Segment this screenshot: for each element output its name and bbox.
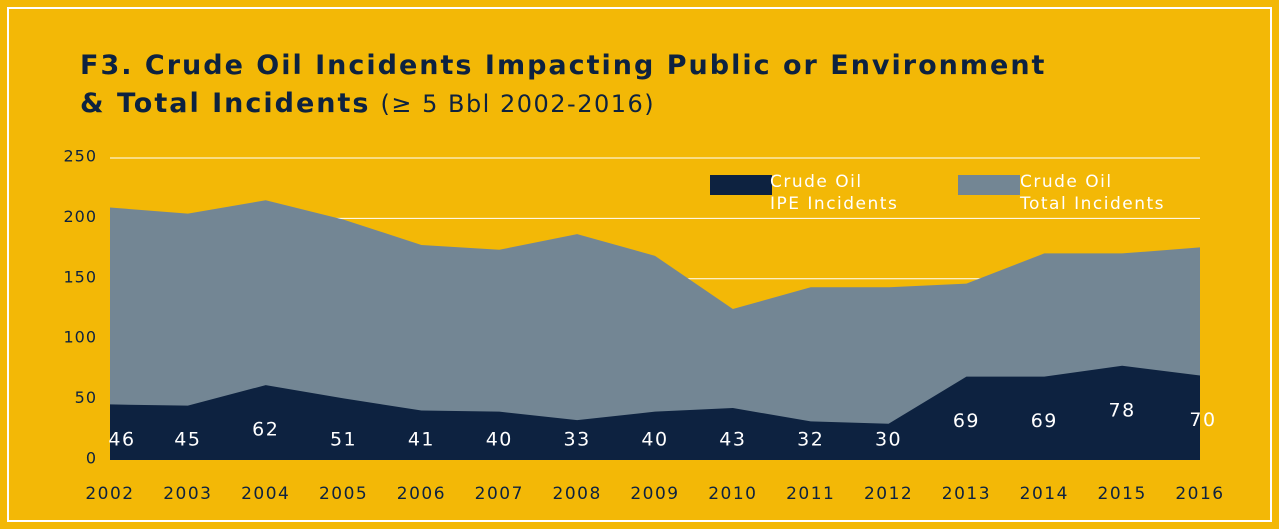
x-tick-label: 2015 [1098,484,1147,504]
y-tick-label: 200 [63,207,97,226]
x-tick-label: 2008 [553,484,602,504]
x-tick-label: 2013 [942,484,991,504]
data-label: 40 [641,429,668,451]
x-tick-label: 2011 [786,484,835,504]
x-tick-label: 2007 [475,484,524,504]
frame [7,7,1272,522]
x-tick-label: 2014 [1020,484,1069,504]
data-label: 69 [1031,410,1058,432]
x-tick-label: 2002 [85,484,134,504]
y-tick-label: 100 [63,328,97,347]
data-label: 45 [174,429,201,451]
x-tick-label: 2003 [163,484,212,504]
legend-label: Crude Oil IPE Incidents [770,172,899,214]
data-label: 41 [408,429,435,451]
chart-title: & Total Incidents (≥ 5 Bbl 2002-2016) [80,88,655,119]
chart-title: & Total Incidents [80,88,370,119]
legend-swatch [958,175,1020,195]
data-label: 62 [252,419,279,441]
data-label: 51 [330,429,357,451]
x-tick-label: 2009 [630,484,679,504]
y-tick-label: 50 [75,388,97,407]
legend-label: Crude Oil Total Incidents [1020,172,1166,214]
chart-title: F3. Crude Oil Incidents Impacting Public… [80,50,1046,81]
y-tick-label: 0 [86,449,97,468]
data-label: 69 [953,410,980,432]
x-tick-label: 2006 [397,484,446,504]
x-tick-label: 2004 [241,484,290,504]
x-tick-label: 2005 [319,484,368,504]
x-tick-label: 2010 [708,484,757,504]
y-tick-label: 250 [63,147,97,166]
legend-swatch [710,175,772,195]
data-label: 33 [564,429,591,451]
area [110,200,1200,460]
x-tick-label: 2012 [864,484,913,504]
data-label: 70 [1189,409,1216,431]
x-tick-label: 2016 [1175,484,1224,504]
data-label: 46 [108,429,135,451]
area [110,365,1200,460]
data-label: 32 [797,429,824,451]
chart-subtitle: (≥ 5 Bbl 2002-2016) [380,90,655,118]
data-label: 43 [719,429,746,451]
data-label: 30 [875,429,902,451]
data-label: 78 [1109,399,1136,421]
y-tick-label: 150 [63,267,97,286]
data-label: 40 [486,429,513,451]
